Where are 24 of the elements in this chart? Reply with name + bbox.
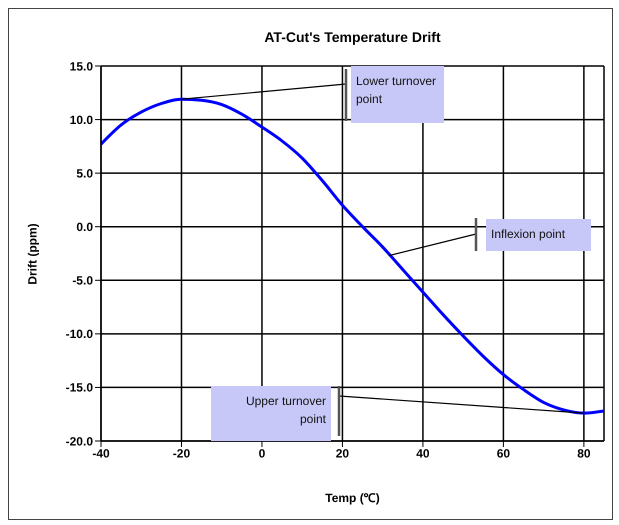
y-tick-label: -5.0	[72, 274, 94, 288]
callout-box: Lower turnover point	[351, 66, 444, 123]
x-tick-label: 20	[336, 446, 350, 461]
x-tick-label: 0	[258, 446, 266, 461]
x-tick-label: 80	[577, 446, 591, 461]
y-tick-label: -15.0	[66, 380, 94, 395]
x-tick-label: -40	[92, 446, 110, 461]
x-tick-label: 60	[496, 446, 510, 461]
callout-box: Inflexion point	[486, 219, 591, 251]
y-tick-label: -10.0	[66, 327, 94, 342]
y-tick-label: 15.0	[70, 59, 94, 74]
x-axis-title: Temp (℃)	[324, 490, 381, 506]
y-axis-title: Drift (ppm)	[26, 222, 40, 284]
y-tick-label: 5.0	[76, 166, 94, 180]
y-tick-label: 0.0	[76, 220, 94, 234]
y-tick-label: 10.0	[70, 112, 94, 127]
annotation: Inflexion point	[490, 226, 566, 243]
chart-title: AT-Cut's Temperature Drift	[263, 29, 442, 45]
x-tick-label: 40	[416, 446, 430, 461]
callout-box: Upper turnover point	[211, 386, 331, 441]
annotation: Upper turnover point	[244, 393, 327, 428]
annotation: Lower turnover point	[355, 73, 438, 108]
y-tick-label: -20.0	[66, 434, 94, 448]
x-tick-label: -20	[172, 446, 190, 461]
